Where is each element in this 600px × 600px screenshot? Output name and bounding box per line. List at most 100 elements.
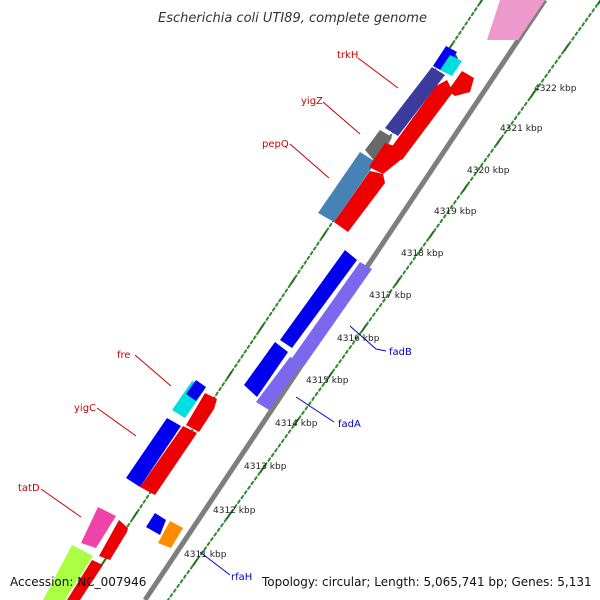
gene-label-pepQ[interactable]: pepQ (262, 139, 289, 150)
inner-track-tick-66 (375, 307, 379, 312)
outer-track-tick-60 (289, 277, 296, 286)
gene-label-fre[interactable]: fre (117, 350, 131, 361)
inner-track-tick-37 (473, 172, 477, 177)
outer-track-tick-50 (321, 230, 328, 239)
inner-track-tick-89 (297, 415, 302, 420)
outer-track-tick-54 (309, 251, 314, 256)
outer-track-tick-110 (131, 511, 138, 520)
scale-label-4319: 4319 kbp (434, 207, 477, 217)
inner-track-tick-109 (230, 508, 234, 514)
inner-track-tick-101 (257, 471, 261, 476)
inner-track-tick-72 (355, 335, 359, 341)
inner-track-tick-31 (493, 143, 498, 149)
outer-track-tick-62 (284, 288, 289, 293)
inner-track-tick-49 (432, 228, 437, 233)
inner-track-tick-57 (405, 265, 410, 270)
outer-track-tick-49 (325, 227, 330, 232)
gene-label-fadA[interactable]: fadA (338, 419, 361, 430)
inner-track-tick-40 (462, 184, 468, 193)
inner-track-tick-51 (426, 237, 430, 242)
scale-label-4315: 4315 kbp (306, 376, 349, 386)
scale-label-4311: 4311 kbp (184, 550, 227, 560)
inner-track-tick-69 (365, 321, 369, 327)
inner-track-tick-104 (247, 485, 251, 490)
outer-track-tick-51 (319, 236, 323, 242)
gene-label-yigZ[interactable]: yigZ (301, 96, 323, 107)
inner-track-tick-73 (351, 340, 356, 345)
inner-track-tick-7 (574, 31, 579, 36)
inner-track-tick-121 (189, 565, 194, 570)
gene-block-fadB-reverse (292, 262, 372, 366)
gene-block-fadA-outer (244, 342, 288, 397)
inner-track-tick-33 (486, 153, 491, 158)
leader-fadB-h (375, 348, 387, 352)
inner-track-tick-94 (281, 438, 285, 444)
inner-track-tick-63 (385, 293, 390, 298)
inner-track-tick-105 (243, 490, 248, 495)
outer-track-tick-81 (224, 377, 229, 382)
gene-label-group: trkH yigZ pepQ fre yigC tatD fadB fadA r… (18, 50, 412, 583)
outer-track-tick-59 (294, 274, 298, 279)
inner-track-tick-65 (378, 303, 383, 308)
inner-track-tick-84 (314, 391, 319, 397)
outer-track-tick-109 (136, 508, 140, 514)
inner-track-tick-0 (597, 0, 600, 5)
inner-track-tick-117 (203, 546, 207, 551)
outer-track-tick-72 (253, 335, 257, 340)
outer-track-tick-75 (243, 349, 248, 354)
leader-yigC (96, 407, 137, 437)
inner-track-tick-87 (304, 406, 309, 411)
outer-track-tick-112 (126, 522, 131, 528)
leader-trkH (357, 57, 399, 89)
leader-yigZ (322, 101, 361, 135)
scale-label-4321: 4321 kbp (500, 124, 543, 134)
inner-track-tick-42 (456, 195, 460, 200)
inner-track-tick-113 (216, 527, 221, 532)
inner-track-tick-80 (327, 371, 333, 380)
gene-block-tatD-pink (81, 507, 116, 548)
inner-track-tick-102 (254, 476, 258, 481)
outer-track-tick-48 (328, 222, 333, 228)
inner-track-tick-32 (490, 148, 494, 153)
arrow-red-1 (448, 71, 474, 96)
gene-label-yigC[interactable]: yigC (74, 403, 96, 414)
outer-track-tick-0 (479, 0, 484, 4)
inner-track-tick-126 (173, 588, 177, 593)
gene-block-yigZ (365, 130, 392, 165)
inner-track-tick-75 (345, 349, 349, 355)
inner-track-tick-124 (179, 579, 184, 584)
inner-track-tick-45 (446, 209, 450, 214)
inner-forward-track (67, 71, 474, 600)
arrow-red-8 (67, 560, 103, 600)
outer-track-tick-52 (316, 241, 320, 246)
inner-track-tick-27 (507, 125, 511, 130)
inner-track-tick-9 (567, 41, 572, 46)
inner-track-tick-44 (449, 204, 454, 210)
inner-track-tick-79 (331, 368, 336, 373)
inner-track-tick-62 (389, 289, 393, 294)
leader-pepQ (289, 143, 330, 179)
inner-track-tick-8 (571, 36, 575, 41)
outer-track-tick-58 (297, 269, 301, 274)
inner-track-tick-14 (551, 64, 555, 69)
inner-track-tick-76 (341, 354, 346, 359)
gene-block-cyan-top (440, 55, 462, 76)
inner-track-tick-67 (372, 312, 376, 317)
inner-track-tick-98 (267, 457, 271, 462)
inner-track-tick-114 (213, 532, 217, 537)
gene-block-blue-small-top (433, 46, 457, 72)
inner-track-tick-56 (409, 260, 413, 266)
outer-track-tick-1 (477, 2, 481, 7)
gene-label-trkH[interactable]: trkH (337, 50, 358, 61)
inner-track-tick-43 (453, 200, 457, 205)
gene-block-top-pink (487, 0, 545, 40)
outer-track-tick-3 (470, 11, 475, 17)
scale-label-4318: 4318 kbp (401, 249, 444, 259)
gene-label-tatD[interactable]: tatD (18, 483, 40, 494)
gene-label-rfaH[interactable]: rfaH (231, 572, 252, 583)
outer-track-tick-55 (306, 255, 311, 260)
arrow-red-4 (334, 171, 385, 232)
outer-track-tick-4 (467, 16, 472, 21)
gene-label-fadB[interactable]: fadB (389, 347, 412, 358)
